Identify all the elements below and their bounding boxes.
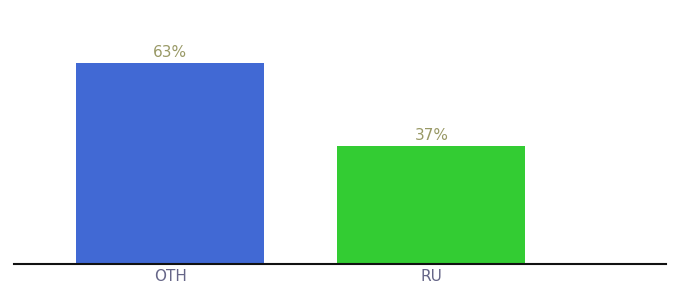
Bar [76, 63, 265, 264]
Bar [337, 146, 526, 264]
Text: 37%: 37% [414, 128, 448, 143]
Text: 63%: 63% [153, 45, 187, 60]
